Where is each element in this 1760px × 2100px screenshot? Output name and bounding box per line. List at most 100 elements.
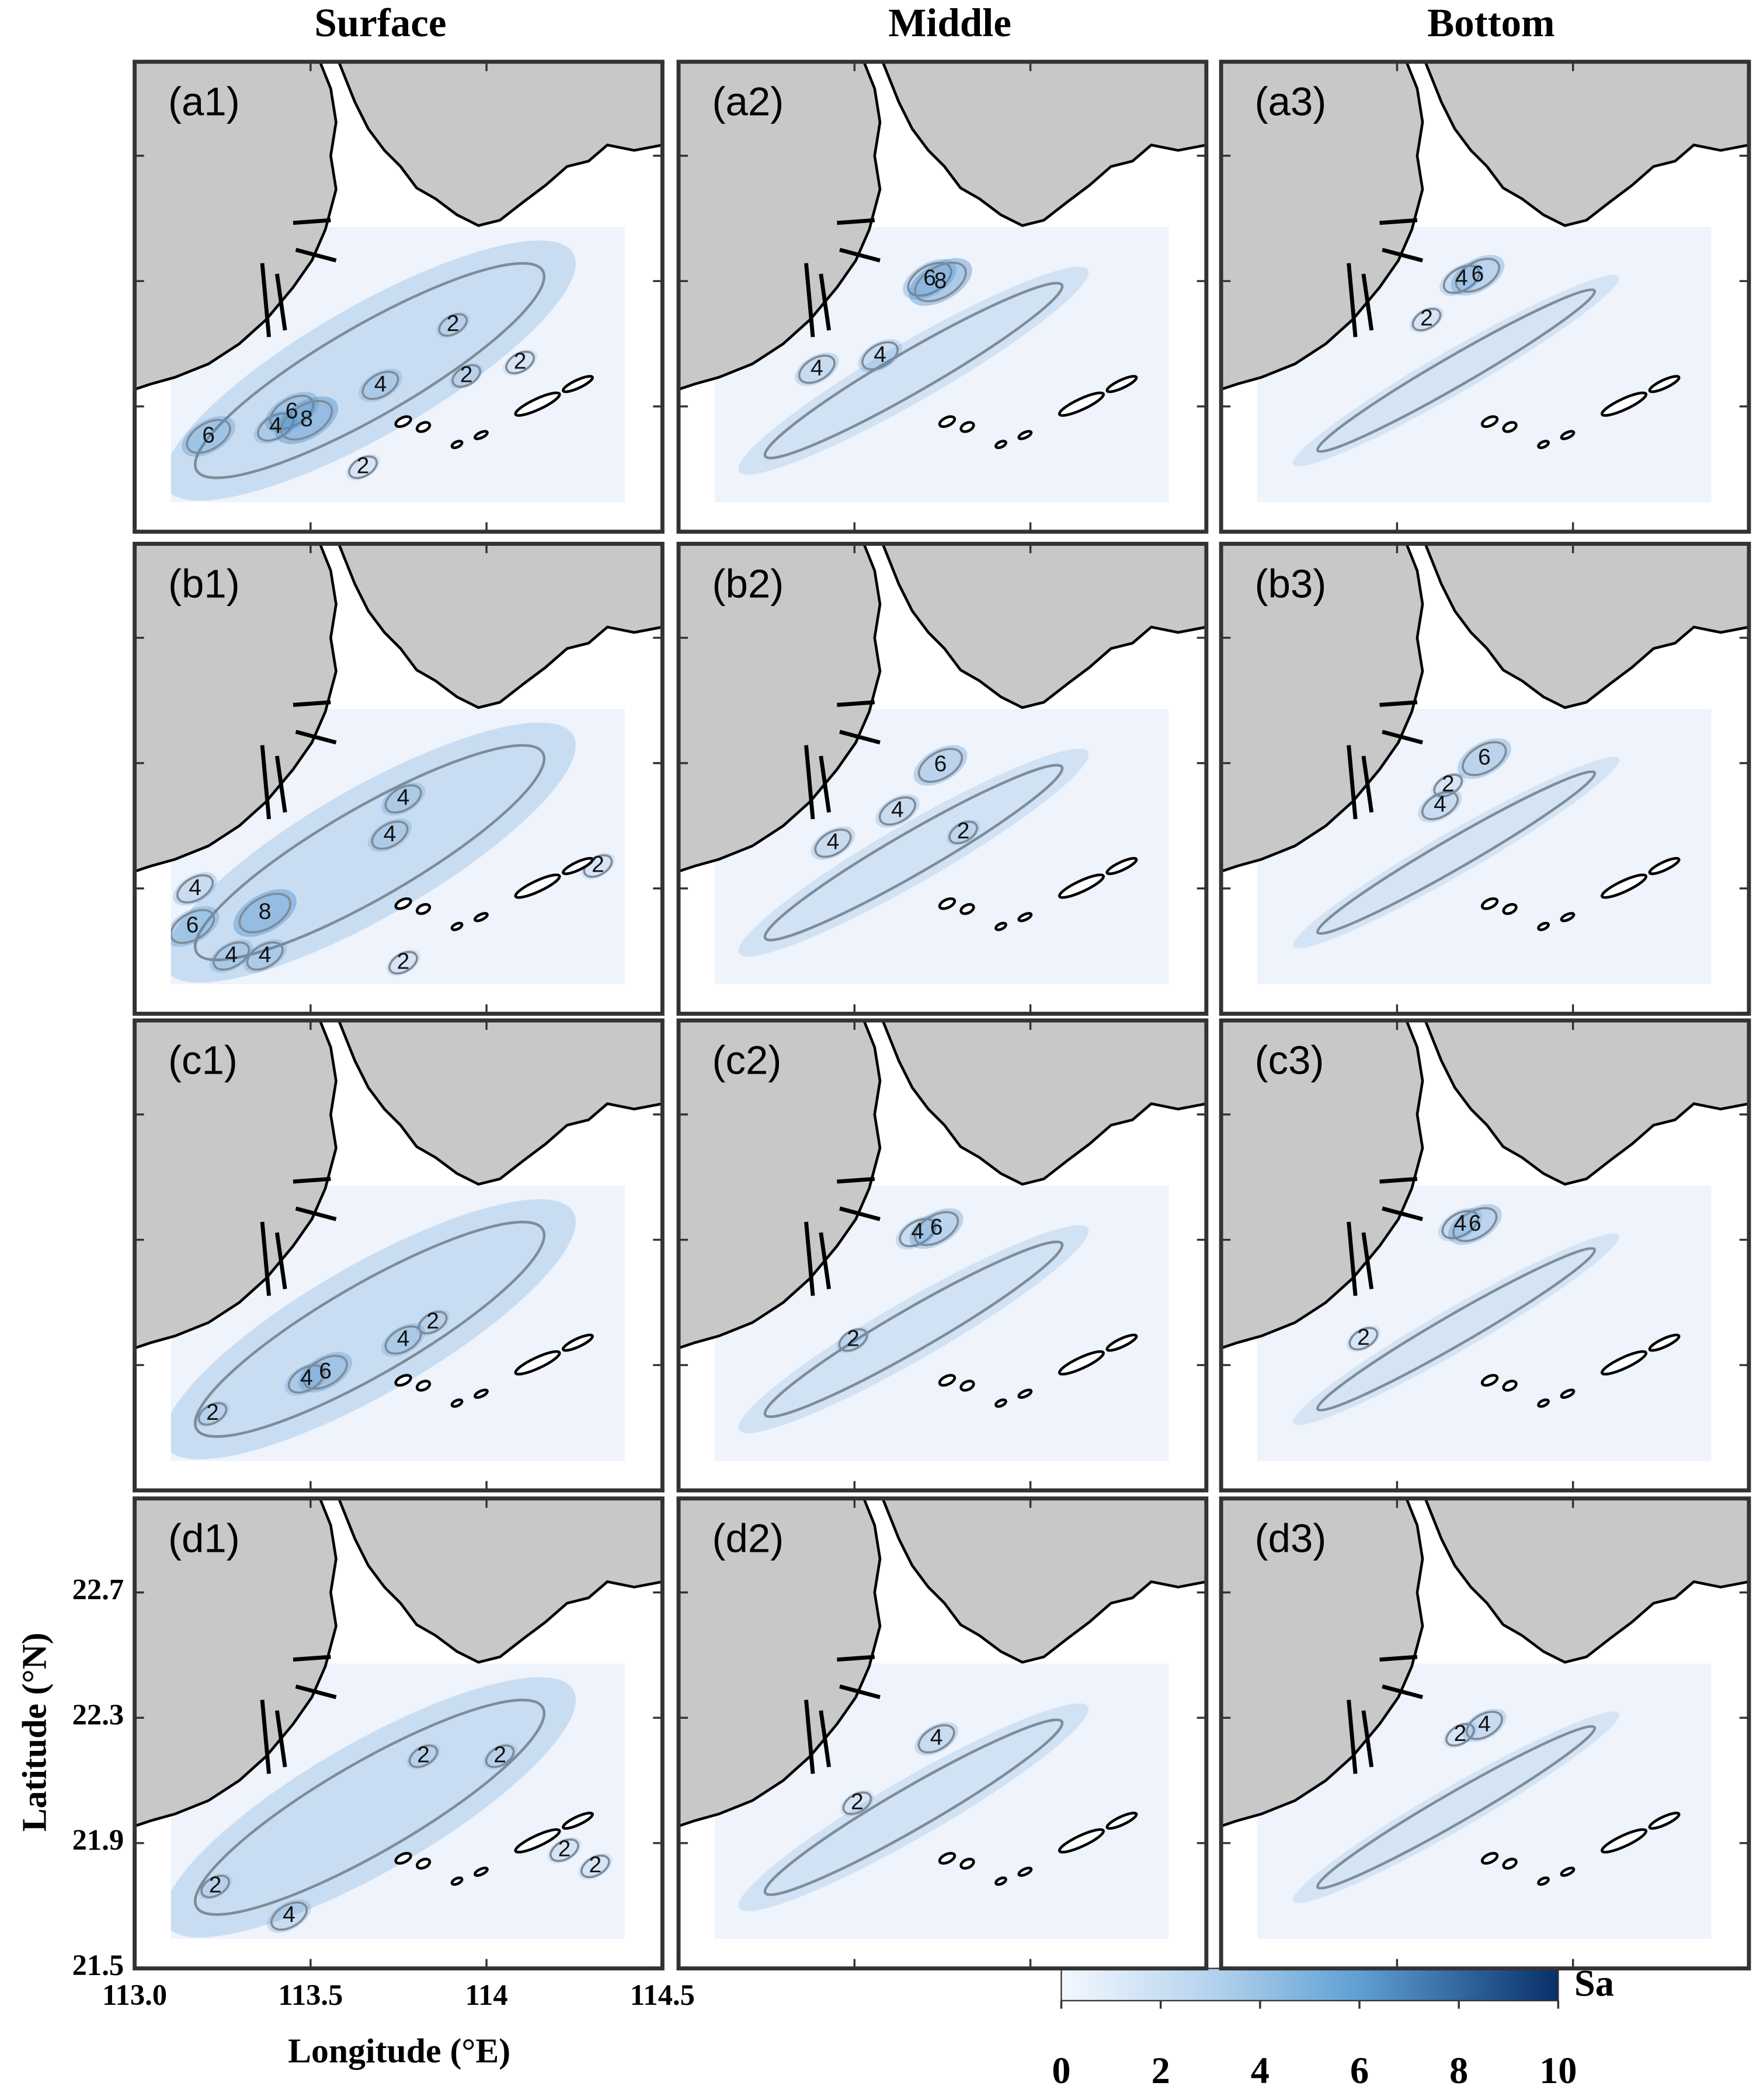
contour-line xyxy=(907,262,952,297)
contour-label: 2 xyxy=(1357,1325,1370,1350)
colorbar-tick-label: 6 xyxy=(1350,2050,1369,2091)
island xyxy=(1560,430,1575,440)
field-blob xyxy=(811,826,855,861)
field-blob xyxy=(909,258,972,306)
contour-line xyxy=(549,1838,579,1862)
land xyxy=(1423,1497,1751,1664)
field-band xyxy=(171,1199,576,1460)
x-axis-title: Longitude (°E) xyxy=(288,2032,510,2070)
contour-label: 4 xyxy=(269,413,282,438)
pier xyxy=(804,700,881,820)
field xyxy=(171,1677,613,1938)
island xyxy=(938,415,956,429)
island xyxy=(1017,1866,1033,1877)
island xyxy=(959,903,975,915)
contour-label: 8 xyxy=(300,406,313,431)
field xyxy=(1293,1204,1620,1425)
island xyxy=(1537,440,1550,450)
land xyxy=(677,1019,882,1350)
field-band xyxy=(738,1703,1089,1911)
colorbar-tick-label: 4 xyxy=(1251,2050,1269,2091)
island xyxy=(1017,1388,1033,1399)
field-blob xyxy=(895,1216,940,1250)
contour-line xyxy=(1316,1725,1596,1890)
island xyxy=(450,1398,464,1408)
contour-line xyxy=(1441,1210,1479,1239)
field-blob xyxy=(182,416,236,457)
island xyxy=(1537,1398,1550,1408)
contour-line xyxy=(361,370,399,401)
panel-frame xyxy=(676,541,1209,1016)
field-blob xyxy=(415,1309,450,1336)
field-blob xyxy=(449,363,484,389)
map-panel: 4 6 2 (c3) xyxy=(1219,1018,1751,1493)
island xyxy=(1058,1828,1105,1854)
contour-line xyxy=(763,1240,1064,1418)
contour-line xyxy=(200,1875,230,1899)
contour-label: 4 xyxy=(912,1219,924,1244)
panel-frame xyxy=(133,1018,665,1493)
field-blob xyxy=(875,794,920,828)
island xyxy=(562,1333,594,1352)
column-title: Surface xyxy=(314,1,446,45)
field-blob xyxy=(1418,789,1462,823)
land xyxy=(1219,542,1424,873)
map-panel: 4 2 (d2) xyxy=(676,1496,1209,1971)
contour-label: 2 xyxy=(558,1837,571,1862)
contour-line xyxy=(798,354,836,384)
x-tick-label: 113.5 xyxy=(278,1979,343,2011)
contour-label: 4 xyxy=(189,875,201,900)
contour-label: 2 xyxy=(851,1789,864,1815)
map-panel: 68 4 4 (a2) xyxy=(676,60,1209,534)
x-tick-label: 114 xyxy=(465,1979,508,2011)
island xyxy=(1481,1374,1499,1387)
contour-label: 4 xyxy=(374,371,387,396)
contour-label: 4 xyxy=(1455,266,1468,291)
contour-line xyxy=(408,1744,439,1768)
land xyxy=(881,1497,1208,1664)
contour-line xyxy=(1316,288,1596,453)
field-blob xyxy=(1458,738,1511,779)
contour-label: 6 xyxy=(1472,262,1484,287)
panel-frame xyxy=(676,60,1209,534)
field xyxy=(738,1208,1089,1433)
field xyxy=(738,745,1089,957)
field-blob xyxy=(503,349,537,376)
contour-line xyxy=(485,1744,515,1768)
contour-label: 2 xyxy=(209,1873,222,1898)
panel-frame xyxy=(133,541,665,1016)
island xyxy=(1560,1866,1575,1877)
panel-label: (a3) xyxy=(1255,79,1327,124)
island xyxy=(394,1374,412,1387)
island xyxy=(1537,1876,1550,1886)
panel-label: (b3) xyxy=(1255,561,1327,606)
pier xyxy=(804,1176,881,1296)
land xyxy=(336,1019,664,1186)
contour-line xyxy=(287,1364,325,1394)
field-blob xyxy=(173,872,217,906)
panel-label: (d2) xyxy=(712,1516,784,1561)
island xyxy=(938,897,956,910)
contour-line xyxy=(763,764,1064,942)
contour-line xyxy=(348,455,378,479)
contour-line xyxy=(176,874,214,904)
contour-label: 2 xyxy=(426,1309,439,1334)
contour-line xyxy=(1421,790,1459,821)
island xyxy=(514,1828,561,1854)
field-blob xyxy=(233,889,297,937)
field-blob xyxy=(795,352,839,386)
land xyxy=(133,1019,338,1350)
field-blob xyxy=(1409,306,1444,333)
land xyxy=(336,60,664,227)
contour-label: 4 xyxy=(891,797,904,822)
field-blob xyxy=(1439,262,1484,297)
contour-label: 2 xyxy=(957,819,970,844)
land xyxy=(1219,60,1424,392)
land xyxy=(677,1497,882,1829)
contour-label: 2 xyxy=(514,349,527,374)
island xyxy=(1481,415,1499,429)
field-blob xyxy=(547,1837,582,1864)
contour-line xyxy=(1316,770,1596,935)
island xyxy=(394,897,412,910)
field-band xyxy=(171,1677,576,1938)
